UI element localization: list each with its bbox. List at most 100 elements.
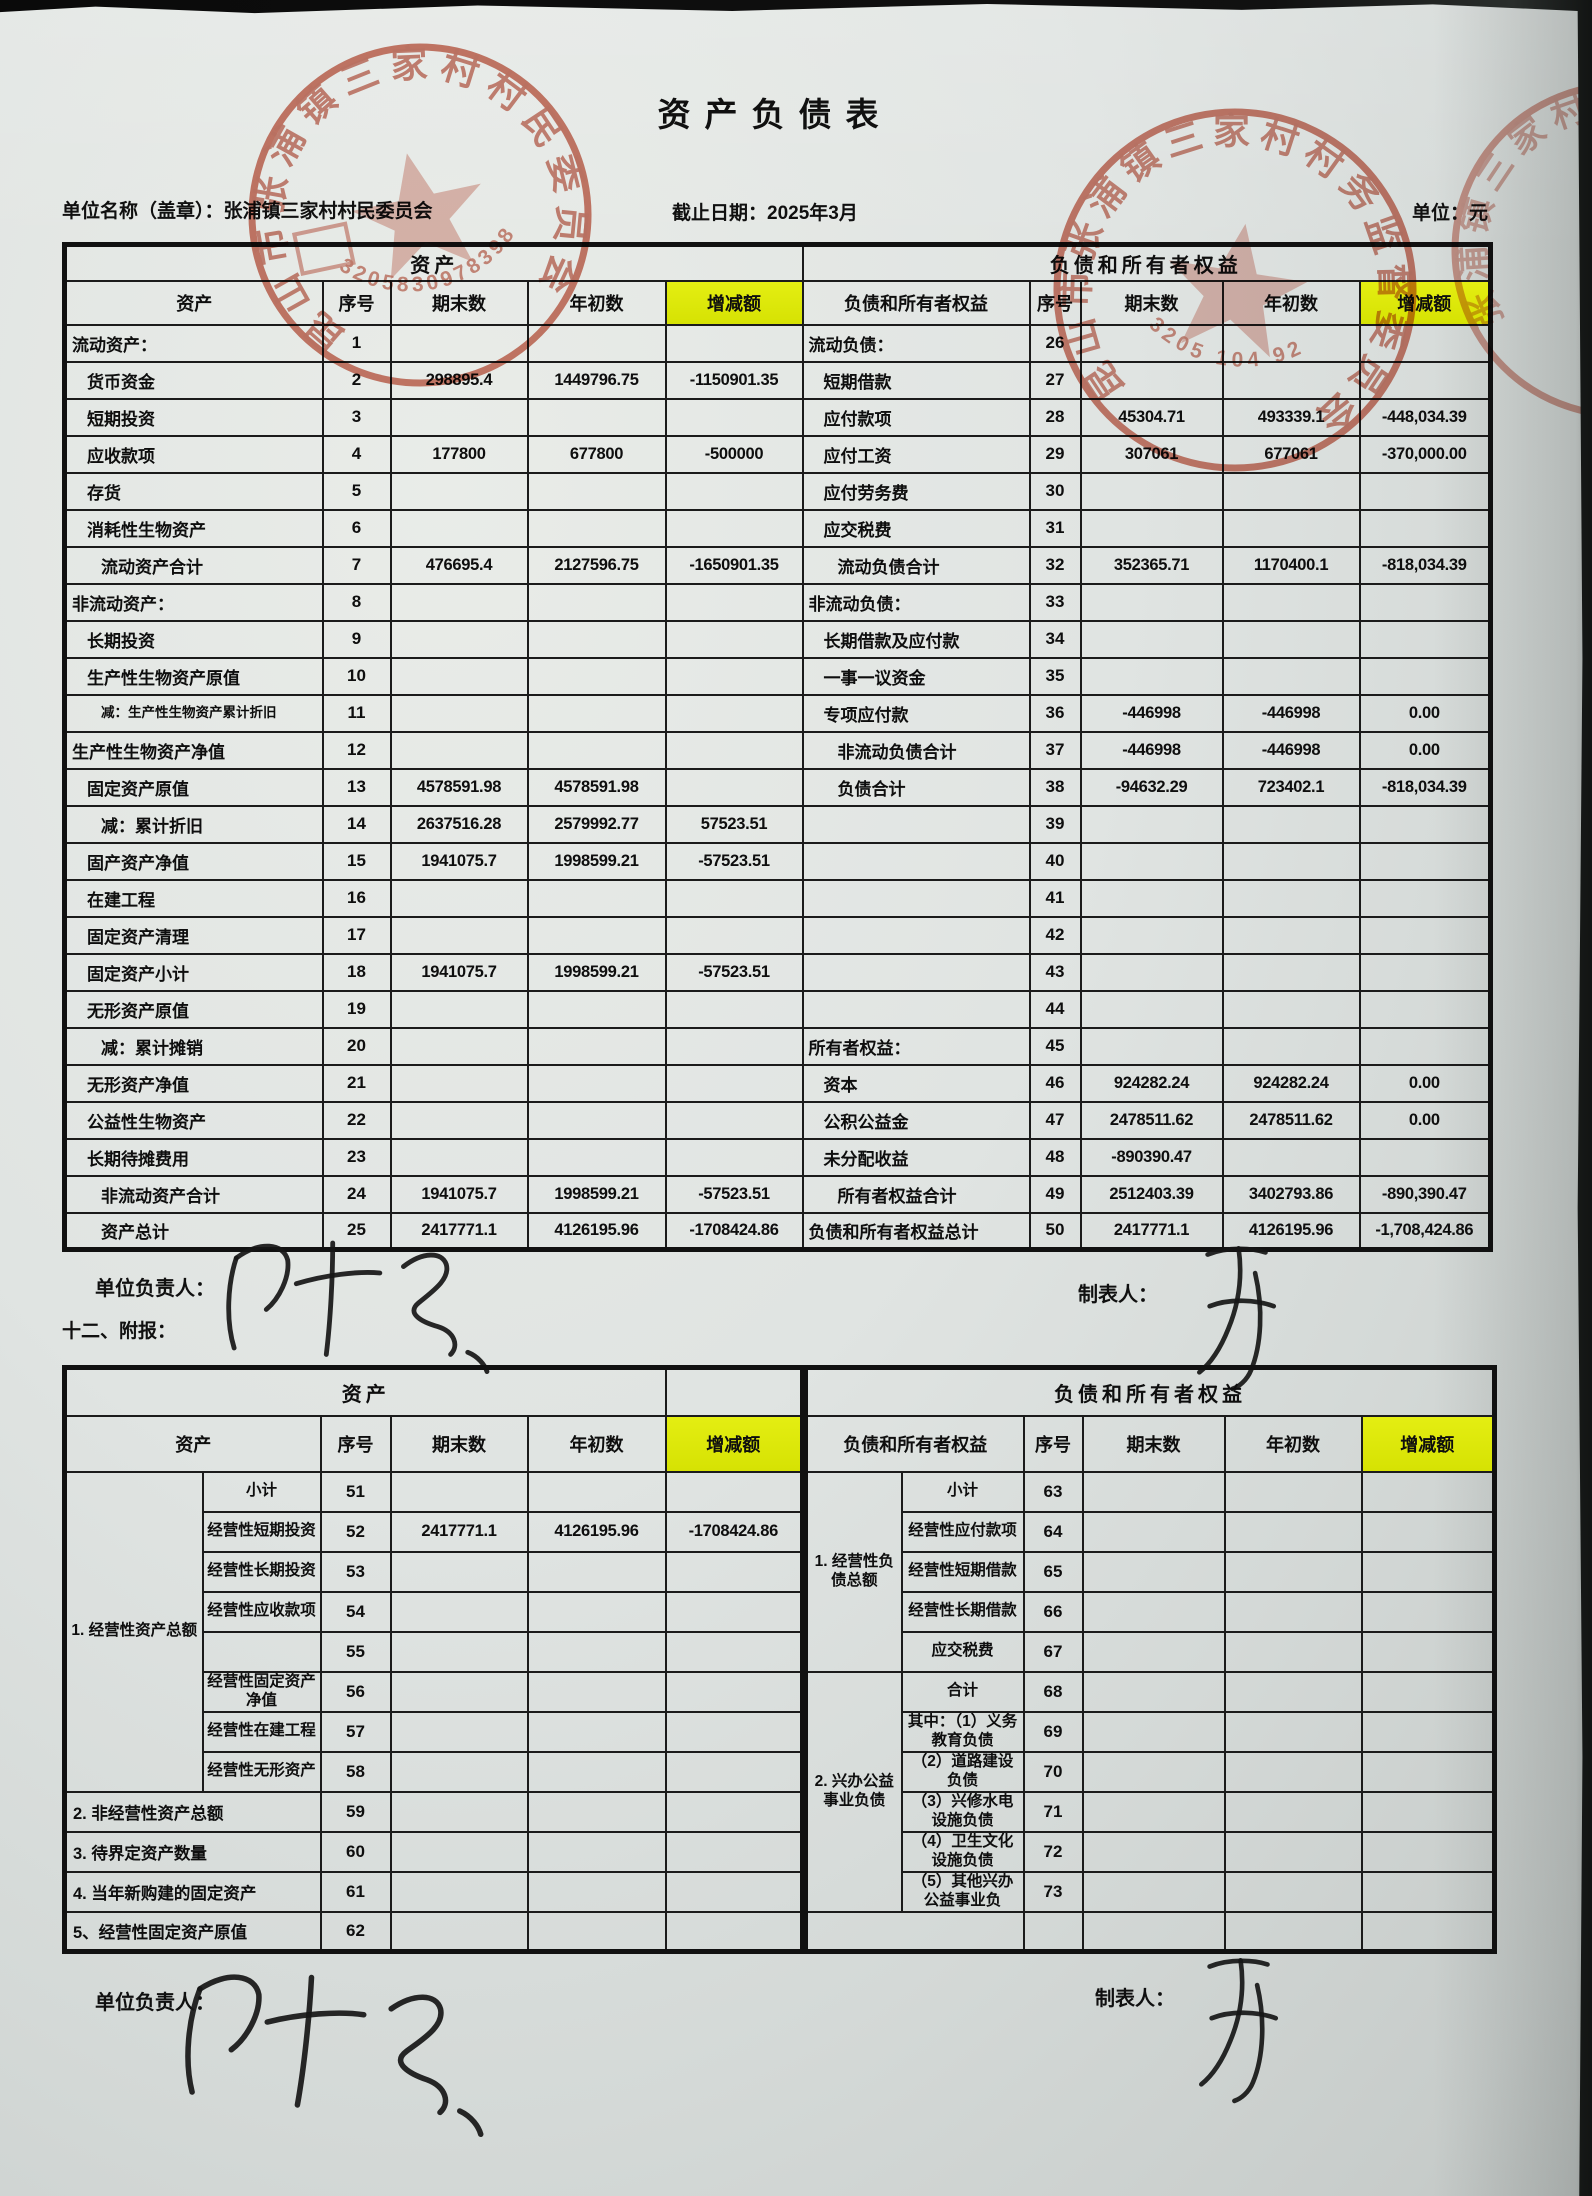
balance-row: 减：累计摊销 20 所有者权益： 45 <box>63 1026 1492 1066</box>
cell-change <box>1360 1910 1496 1953</box>
cell-liability-beginning: 723402.1 <box>1221 767 1361 807</box>
cell-liability-beginning <box>1221 878 1361 918</box>
cell-ending <box>1081 1670 1226 1713</box>
cell-liability-label: 非流动负债： <box>801 582 1031 622</box>
cell-liability-change <box>1358 656 1492 696</box>
cell-liability-ending: -890390.47 <box>1079 1137 1224 1177</box>
cell-asset-change <box>664 1137 804 1177</box>
cell-change <box>1360 1710 1496 1753</box>
cell-item-label: 2. 非经营性资产总额 <box>63 1790 322 1833</box>
cell-asset-ending <box>389 1026 529 1066</box>
cell-liability-lineno: 34 <box>1028 619 1082 659</box>
cell-asset-change <box>664 878 804 918</box>
cell-asset-beginning: 2579992.77 <box>526 804 667 844</box>
cell-lineno: 68 <box>1022 1670 1084 1713</box>
cell-liability-ending <box>1079 656 1224 696</box>
cell-asset-label: 应收款项 <box>63 434 324 474</box>
cell-liability-change <box>1358 471 1492 511</box>
cell-liability-change <box>1358 582 1492 622</box>
section-header-row: 资产 负债和所有者权益 <box>63 243 1492 282</box>
cell-beginning <box>1223 1630 1363 1673</box>
cell-liability-lineno: 26 <box>1028 323 1082 363</box>
cell-asset-label: 货币资金 <box>63 360 324 400</box>
cell-liability-ending <box>1079 841 1224 881</box>
cell-asset-ending <box>389 397 529 437</box>
cell-change <box>664 1870 804 1913</box>
cell-asset-ending <box>389 582 529 622</box>
assets-section-header: 资产 <box>63 1366 667 1417</box>
cell-ending <box>1081 1830 1226 1873</box>
cell-liability-beginning <box>1221 841 1361 881</box>
col-lineno-r: 序号 <box>1028 279 1082 326</box>
appendix-table-right: 负债和所有者权益 负债和所有者权益 序号 期末数 年初数 增减额 1. 经营性负… <box>805 1365 1498 1954</box>
cell-item-label: 小计 <box>201 1470 322 1513</box>
preparer-signature-2 <box>1199 1958 1279 2104</box>
responsible-label-2: 单位负责人： <box>95 1992 215 2014</box>
cell-liability-lineno: 49 <box>1028 1174 1082 1214</box>
cell-lineno: 61 <box>319 1870 392 1913</box>
cell-item-label: 应交税费 <box>900 1630 1025 1673</box>
balance-row: 生产性生物资产净值 12 非流动负债合计 37 -446998 -446998 0.00 <box>63 730 1492 770</box>
balance-row: 公益性生物资产 22 公积公益金 47 2478511.62 2478511.62 0.00 <box>63 1100 1492 1140</box>
cell-asset-beginning <box>526 730 667 770</box>
cell-liability-beginning <box>1221 471 1361 511</box>
cell-liability-ending <box>1079 360 1224 400</box>
cell-item-label: 小计 <box>900 1470 1025 1513</box>
cell-item-label <box>201 1630 322 1673</box>
col-ending-r: 期末数 <box>1079 279 1224 326</box>
cell-liability-label: 应付工资 <box>801 434 1031 474</box>
cell-liability-change: -1,708,424.86 <box>1358 1211 1492 1251</box>
cell-asset-ending: 2637516.28 <box>389 804 529 844</box>
cell-asset-beginning <box>526 989 667 1029</box>
cell-asset-lineno: 2 <box>321 360 392 400</box>
cell-asset-change <box>664 1063 804 1103</box>
cell-beginning <box>1223 1750 1363 1793</box>
column-header-row: 资产 序号 期末数 年初数 增减额 <box>63 1414 804 1473</box>
col-change: 增减额 <box>1360 1414 1496 1473</box>
col-ending: 期末数 <box>389 1414 529 1473</box>
cell-liability-ending <box>1079 1026 1224 1066</box>
cell-change <box>664 1790 804 1833</box>
cell-liability-ending <box>1079 582 1224 622</box>
cell-asset-lineno: 12 <box>321 730 392 770</box>
cell-asset-ending <box>389 323 529 363</box>
cell-lineno: 63 <box>1022 1470 1084 1513</box>
col-change: 增减额 <box>664 279 804 326</box>
cell-asset-change <box>664 508 804 548</box>
cell-asset-label: 流动资产： <box>63 323 324 363</box>
cell-ending <box>1081 1590 1226 1633</box>
appendix-row: 1. 经营性负债总额 小计 63 <box>805 1470 1496 1673</box>
cell-asset-beginning: 4578591.98 <box>526 767 667 807</box>
appendix-row: 2. 非经营性资产总额 59 <box>63 1790 804 1833</box>
appendix-row: 其中：（1）义务教育负债 69 <box>807 1710 1496 1753</box>
cell-beginning <box>1223 1510 1363 1553</box>
cell-asset-change <box>664 619 804 659</box>
cell-asset-beginning <box>526 619 667 659</box>
page-title: 资产负债表 <box>657 96 893 133</box>
cell-liability-ending <box>1079 508 1224 548</box>
cell-liability-beginning: 1170400.1 <box>1221 545 1361 585</box>
report-date: 截止日期：2025年3月 <box>672 203 858 224</box>
cell-asset-label: 长期待摊费用 <box>63 1137 324 1177</box>
cell-ending <box>389 1910 529 1953</box>
cell-asset-beginning <box>526 323 667 363</box>
cell-liability-label: 短期借款 <box>801 360 1031 400</box>
cell-liability-beginning <box>1221 1137 1361 1177</box>
balance-row: 生产性生物资产原值 10 一事一议资金 35 <box>63 656 1492 696</box>
cell-asset-ending: 1941075.7 <box>389 1174 529 1214</box>
cell-change: -1708424.86 <box>664 1510 804 1553</box>
cell-asset-lineno: 10 <box>321 656 392 696</box>
cell-liability-beginning <box>1221 989 1361 1029</box>
cell-beginning <box>526 1470 667 1513</box>
col-ending: 期末数 <box>389 279 529 326</box>
cell-liability-label: 负债合计 <box>801 767 1031 807</box>
cell-asset-lineno: 18 <box>321 952 392 992</box>
cell-asset-ending <box>389 915 529 955</box>
responsible-label-1: 单位负责人： <box>95 1278 215 1300</box>
cell-liability-lineno: 32 <box>1028 545 1082 585</box>
balance-row: 存货 5 应付劳务费 30 <box>63 471 1492 511</box>
cell-liability-ending: 2478511.62 <box>1079 1100 1224 1140</box>
cell-item-label: （5）其他兴办公益事业负 <box>900 1870 1025 1913</box>
cell-liability-ending: 2417771.1 <box>1079 1211 1224 1251</box>
cell-liability-ending: 924282.24 <box>1079 1063 1224 1103</box>
